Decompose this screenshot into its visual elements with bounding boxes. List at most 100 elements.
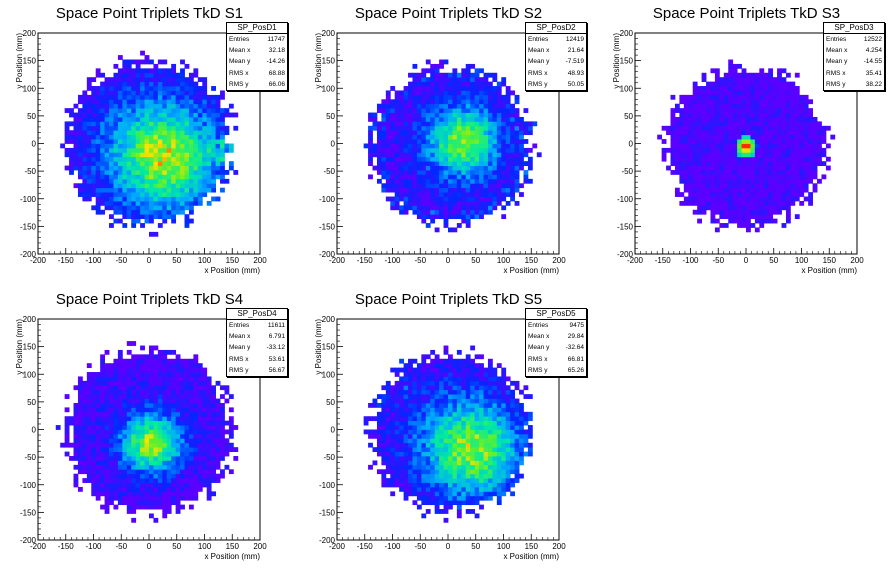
- histogram-bin: [785, 139, 791, 144]
- histogram-bin: [461, 130, 467, 136]
- histogram-bin: [416, 147, 422, 153]
- histogram-bin: [412, 456, 418, 461]
- histogram-bin: [452, 143, 458, 149]
- histogram-bin: [171, 170, 177, 175]
- histogram-bin: [519, 147, 524, 153]
- histogram-bin: [714, 218, 720, 224]
- x-tick-label: -150: [58, 256, 75, 265]
- histogram-bin: [206, 380, 212, 386]
- histogram-bin: [399, 416, 404, 422]
- histogram-bin: [197, 178, 203, 184]
- histogram-bin: [175, 473, 181, 479]
- histogram-bin: [728, 139, 734, 144]
- histogram-bin: [77, 94, 83, 100]
- histogram-bin: [220, 407, 225, 413]
- histogram-bin: [746, 178, 751, 184]
- stats-box-name: SP_PosD4: [227, 309, 287, 320]
- y-tick-label: 50: [27, 398, 36, 407]
- histogram-bin: [202, 108, 208, 113]
- histogram-bin: [799, 192, 805, 197]
- histogram-bin: [126, 86, 132, 91]
- stats-value: 32.18: [268, 47, 285, 55]
- histogram-bin: [430, 108, 436, 113]
- histogram-bin: [777, 170, 782, 175]
- histogram-bin: [746, 99, 751, 105]
- histogram-bin: [188, 385, 194, 391]
- histogram-bin: [109, 469, 114, 475]
- histogram-bin: [746, 152, 751, 158]
- histogram-bin: [171, 139, 177, 144]
- histogram-bin: [211, 165, 216, 171]
- histogram-bin: [697, 200, 702, 206]
- histogram-bin: [408, 478, 413, 483]
- histogram-bin: [394, 170, 400, 175]
- histogram-bin: [211, 469, 216, 475]
- histogram-bin: [171, 143, 177, 149]
- histogram-bin: [772, 94, 778, 100]
- histogram-bin: [91, 86, 97, 91]
- histogram-bin: [220, 447, 225, 452]
- histogram-bin: [777, 77, 782, 83]
- histogram-bin: [763, 192, 769, 197]
- histogram-bin: [679, 143, 685, 149]
- histogram-bin: [474, 205, 480, 211]
- histogram-bin: [683, 156, 689, 162]
- histogram-bin: [430, 192, 436, 197]
- histogram-bin: [821, 139, 827, 144]
- histogram-bin: [197, 433, 203, 439]
- stats-value: 66.06: [268, 80, 285, 88]
- histogram-bin: [425, 174, 431, 180]
- histogram-bin: [719, 223, 725, 228]
- histogram-bin: [215, 139, 221, 144]
- histogram-bin: [719, 134, 725, 140]
- histogram-bin: [456, 183, 462, 189]
- histogram-bin: [430, 196, 436, 202]
- histogram-bin: [408, 147, 413, 153]
- histogram-bin: [706, 139, 711, 144]
- histogram-bin: [131, 456, 137, 461]
- histogram-bin: [104, 121, 110, 127]
- histogram-bin: [140, 68, 145, 74]
- histogram-bin: [224, 442, 230, 448]
- histogram-bin: [166, 509, 172, 514]
- histogram-bin: [206, 495, 212, 501]
- histogram-bin: [452, 170, 458, 175]
- histogram-bin: [73, 116, 79, 122]
- histogram-bin: [197, 130, 203, 136]
- histogram-bin: [772, 147, 778, 153]
- histogram-bin: [153, 429, 159, 435]
- histogram-bin: [153, 192, 159, 197]
- histogram-bin: [483, 130, 489, 136]
- histogram-bin: [799, 103, 805, 109]
- histogram-bin: [719, 183, 725, 189]
- histogram-bin: [153, 469, 159, 475]
- histogram-bin: [100, 464, 105, 470]
- histogram-bin: [719, 170, 725, 175]
- histogram-bin: [144, 218, 150, 224]
- histogram-bin: [171, 358, 177, 364]
- histogram-bin: [706, 192, 711, 197]
- stats-row: Mean y -14.55: [824, 56, 884, 67]
- histogram-bin: [122, 125, 128, 131]
- histogram-bin: [732, 103, 738, 109]
- histogram-bin: [381, 411, 387, 417]
- histogram-bin: [728, 218, 734, 224]
- histogram-bin: [180, 491, 185, 497]
- histogram-bin: [412, 156, 418, 162]
- histogram-bin: [452, 99, 458, 105]
- histogram-bin: [750, 99, 756, 105]
- histogram-bin: [772, 205, 778, 211]
- histogram-bin: [728, 125, 734, 131]
- histogram-bin: [149, 103, 154, 109]
- histogram-bin: [109, 416, 114, 422]
- histogram-bin: [794, 156, 800, 162]
- histogram-bin: [117, 354, 123, 360]
- histogram-bin: [86, 134, 92, 140]
- histogram-bin: [193, 425, 199, 430]
- histogram-bin: [153, 420, 159, 426]
- histogram-bin: [215, 147, 221, 153]
- histogram-bin: [184, 196, 190, 202]
- histogram-bin: [122, 363, 128, 369]
- histogram-bin: [197, 402, 203, 408]
- histogram-bin: [483, 134, 489, 140]
